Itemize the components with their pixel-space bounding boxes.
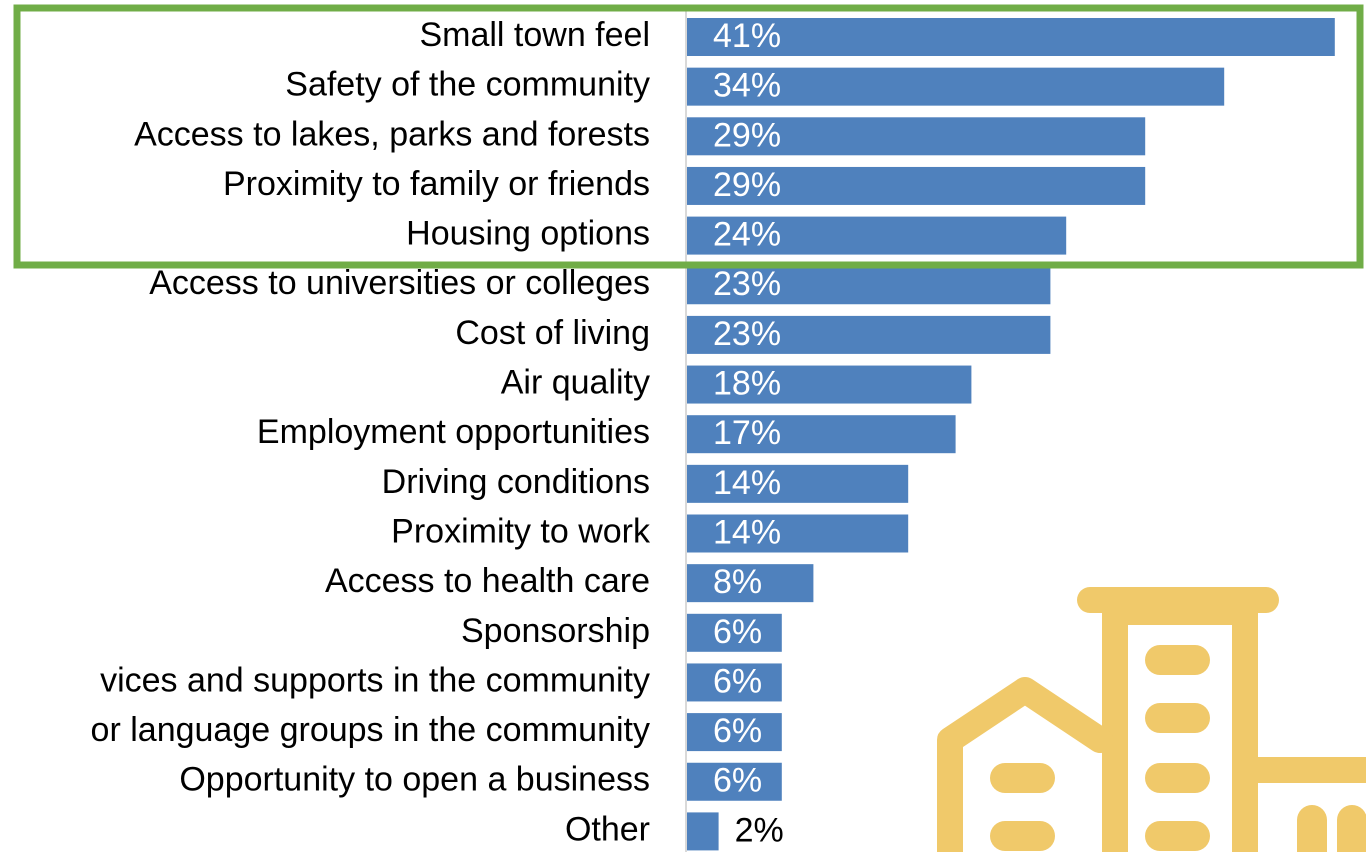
bar bbox=[687, 415, 956, 454]
category-label: Opportunity to open a business bbox=[179, 761, 650, 799]
category-label: Access to health care bbox=[325, 562, 650, 600]
value-label: 41% bbox=[713, 17, 781, 55]
category-label: Employment opportunities bbox=[257, 413, 650, 451]
category-label: Safety of the community bbox=[285, 66, 650, 104]
category-label: or language groups in the community bbox=[91, 711, 650, 749]
category-label: Proximity to family or friends bbox=[223, 165, 650, 203]
bar bbox=[687, 365, 972, 404]
bar bbox=[687, 564, 814, 603]
building-icon bbox=[937, 587, 1366, 852]
category-label: Access to universities or colleges bbox=[149, 264, 650, 302]
category-label: Sponsorship bbox=[461, 612, 650, 650]
bar bbox=[687, 18, 1335, 56]
value-label: 18% bbox=[713, 365, 781, 403]
bar bbox=[687, 117, 1146, 156]
category-label: Access to lakes, parks and forests bbox=[134, 115, 650, 153]
bar bbox=[687, 613, 782, 652]
category-label: Cost of living bbox=[455, 314, 650, 352]
bar bbox=[687, 464, 909, 503]
category-label: Proximity to work bbox=[391, 512, 651, 550]
value-label: 14% bbox=[713, 464, 781, 502]
value-label: 23% bbox=[713, 315, 781, 353]
bar bbox=[687, 166, 1146, 205]
bar bbox=[687, 315, 1051, 354]
bar bbox=[687, 266, 1051, 305]
bar bbox=[687, 514, 909, 553]
bar bbox=[687, 67, 1225, 106]
value-label: 8% bbox=[713, 563, 762, 601]
category-label: Driving conditions bbox=[382, 463, 650, 501]
value-label: 24% bbox=[713, 216, 781, 254]
value-label: 23% bbox=[713, 265, 781, 303]
category-label: Housing options bbox=[406, 215, 650, 253]
value-label: 6% bbox=[713, 662, 762, 700]
value-label: 34% bbox=[713, 67, 781, 105]
value-label: 29% bbox=[713, 166, 781, 204]
bar bbox=[687, 762, 782, 801]
value-label: 29% bbox=[713, 116, 781, 154]
highlight-box bbox=[13, 4, 1364, 269]
value-label: 6% bbox=[713, 712, 762, 750]
value-label: 6% bbox=[713, 613, 762, 651]
category-label: Air quality bbox=[501, 364, 650, 402]
bar bbox=[687, 713, 782, 752]
value-label: 6% bbox=[713, 762, 762, 800]
category-label: Other bbox=[565, 810, 650, 848]
value-label: 2% bbox=[735, 811, 784, 849]
bar bbox=[687, 663, 782, 702]
value-label: 14% bbox=[713, 513, 781, 551]
value-label: 17% bbox=[713, 414, 781, 452]
bar bbox=[687, 812, 719, 851]
category-label: Small town feel bbox=[419, 16, 650, 54]
bar bbox=[687, 216, 1067, 255]
category-label: vices and supports in the community bbox=[100, 661, 650, 699]
